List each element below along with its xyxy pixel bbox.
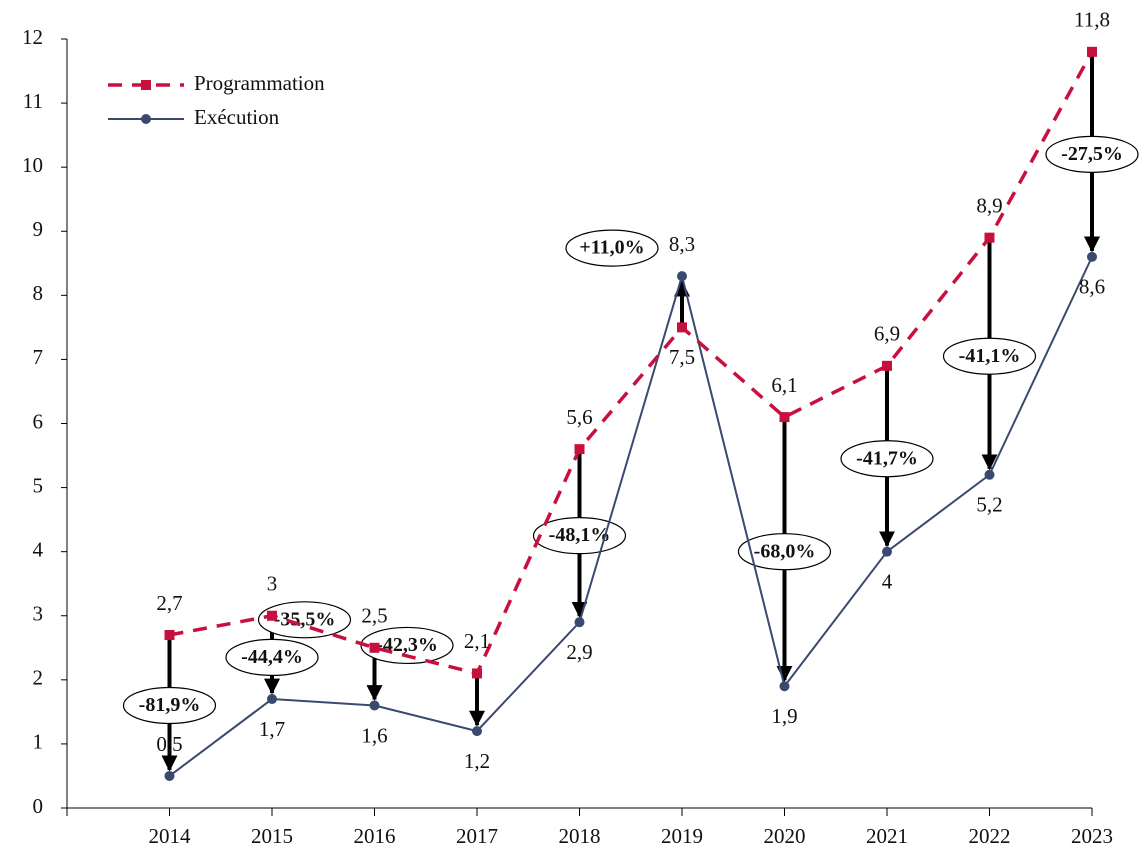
annotation-bubble <box>122 686 217 725</box>
annotation: -27,5% <box>1061 143 1123 165</box>
x-tick-label: 2020 <box>764 824 806 848</box>
point <box>984 469 995 480</box>
point <box>779 681 790 692</box>
point <box>677 271 687 282</box>
point <box>1087 46 1097 57</box>
annotation: -48,1% <box>549 524 611 546</box>
point <box>574 444 585 455</box>
data-label: 6,9 <box>874 322 900 346</box>
series-line <box>169 50 1094 676</box>
x-tick-label: 2023 <box>1071 824 1113 848</box>
annotation-bubble <box>257 601 352 639</box>
x-tick-label: 2018 <box>559 824 601 848</box>
annotation: -68,0% <box>754 540 816 562</box>
y-tick-label: 9 <box>33 217 44 241</box>
point <box>267 694 277 705</box>
y-tick-label: 8 <box>33 281 44 305</box>
data-label: 5,2 <box>976 493 1002 517</box>
y-tick-label: 0 <box>33 794 44 818</box>
data-label: 2,1 <box>464 629 490 653</box>
point <box>164 629 175 640</box>
annotation: -81,9% <box>139 694 201 716</box>
data-label: 6,1 <box>771 373 797 397</box>
annotation-bubble <box>225 638 319 677</box>
data-label: 2,5 <box>361 604 387 628</box>
legend-marker <box>141 114 151 124</box>
point <box>369 700 380 711</box>
x-tick-label: 2019 <box>661 824 703 848</box>
series-line <box>168 256 1093 777</box>
x-tick-label: 2014 <box>149 824 192 848</box>
y-tick-label: 4 <box>33 537 44 561</box>
data-label: 2,9 <box>566 640 592 664</box>
data-label: 5,6 <box>566 405 592 429</box>
annotation: -42,3% <box>376 634 438 656</box>
point <box>472 668 482 679</box>
data-label: 11,8 <box>1074 8 1110 32</box>
annotation-bubble <box>737 533 832 571</box>
x-tick-label: 2021 <box>866 824 908 848</box>
data-label: 1,7 <box>259 717 285 741</box>
annotation: -44,4% <box>241 646 303 668</box>
y-tick-label: 1 <box>33 730 44 754</box>
y-tick-label: 7 <box>33 345 44 369</box>
point <box>164 770 175 781</box>
annotation-bubble <box>840 440 934 478</box>
y-tick-label: 12 <box>22 25 43 49</box>
legend-marker <box>141 80 151 90</box>
data-label: 1,6 <box>361 723 387 747</box>
data-label: 8,6 <box>1079 275 1105 299</box>
data-label: 3 <box>267 572 278 596</box>
data-label: 4 <box>882 569 893 593</box>
data-label: 7,5 <box>669 345 695 369</box>
annotation-bubble <box>1045 135 1139 173</box>
x-tick-label: 2015 <box>251 824 293 848</box>
point <box>267 610 277 621</box>
point <box>984 232 995 243</box>
point <box>882 546 892 557</box>
data-label: 8,9 <box>976 193 1002 217</box>
y-tick-label: 3 <box>33 602 44 626</box>
data-label: 8,3 <box>669 232 695 256</box>
point <box>574 617 585 628</box>
annotation-bubble <box>565 229 659 267</box>
x-tick-label: 2022 <box>969 824 1011 848</box>
y-tick-label: 6 <box>33 409 44 433</box>
y-tick-label: 5 <box>33 473 44 497</box>
point <box>369 642 380 653</box>
x-tick-label: 2016 <box>354 824 396 848</box>
point <box>779 412 790 423</box>
data-label: 2,7 <box>156 591 182 615</box>
annotation: -41,7% <box>856 447 918 469</box>
point <box>882 360 892 371</box>
data-label: 0,5 <box>156 732 182 756</box>
legend-label: Programmation <box>194 71 325 95</box>
y-tick-label: 10 <box>22 153 43 177</box>
annotation: -35,5% <box>274 608 336 630</box>
annotation-bubble <box>942 337 1037 375</box>
data-label: 1,2 <box>464 749 490 773</box>
y-tick-label: 11 <box>23 89 43 113</box>
point <box>677 322 687 333</box>
point <box>1087 251 1097 262</box>
annotation-bubble <box>360 626 454 665</box>
data-label: 1,9 <box>771 704 797 728</box>
legend-label: Exécution <box>194 105 280 129</box>
annotation: +11,0% <box>579 237 644 259</box>
point <box>472 726 482 737</box>
x-tick-label: 2017 <box>456 824 498 848</box>
y-tick-label: 2 <box>33 666 44 690</box>
annotation: -41,1% <box>959 345 1021 367</box>
